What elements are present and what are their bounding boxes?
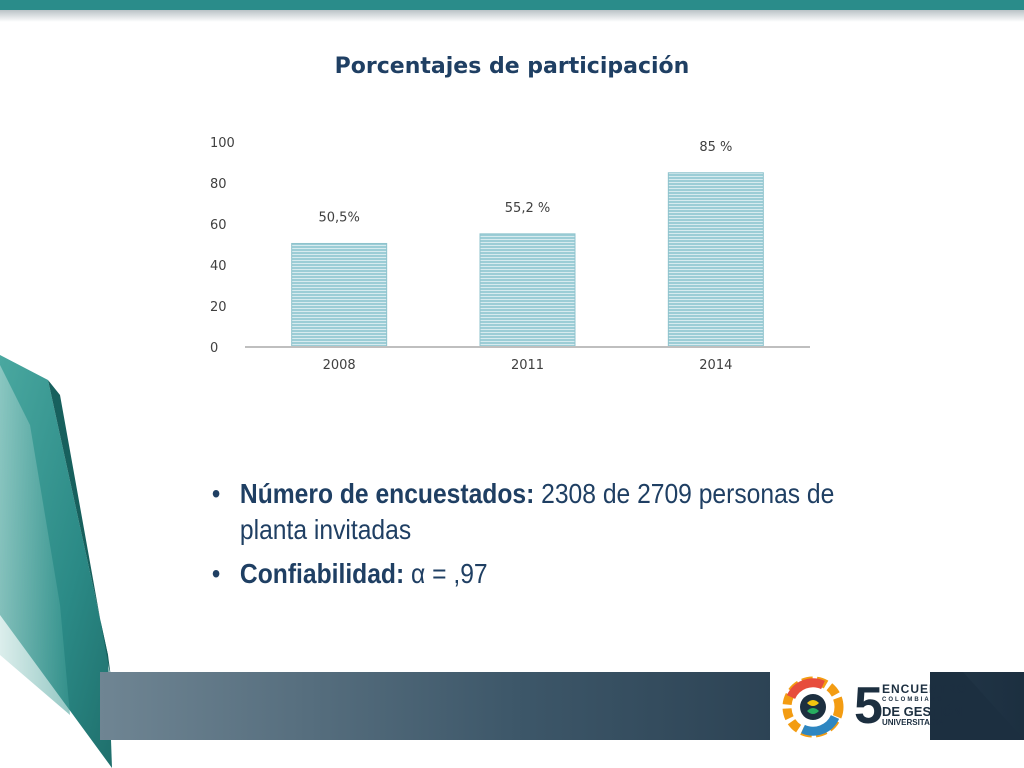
bullet-respondents: Número de encuestados: 2308 de 2709 pers… bbox=[210, 476, 844, 548]
x-tick-label-2008: 2008 bbox=[323, 358, 356, 373]
bullet-reliability-text: α = ,97 bbox=[404, 558, 488, 589]
y-tick-label: 80 bbox=[210, 177, 227, 192]
event-logo: 5 ENCUENTRO COLOMBIANO DE GESTIÓN UNIVER… bbox=[782, 676, 966, 738]
bar-2011 bbox=[479, 233, 576, 348]
top-accent-band bbox=[0, 0, 1024, 10]
logo-text: ENCUENTRO COLOMBIANO DE GESTIÓN UNIVERSI… bbox=[882, 682, 968, 728]
y-tick-label: 20 bbox=[210, 300, 227, 315]
left-decoration bbox=[0, 355, 112, 768]
y-tick-label: 60 bbox=[210, 218, 227, 233]
bullet-respondents-text: 2308 de 2709 personas de planta invitada… bbox=[239, 478, 835, 545]
bullet-reliability-label: Confiabilidad: bbox=[239, 558, 405, 589]
bar-chart: 0 20 40 60 80 100 50,5% 2008 55,2 % 2011 85 % 2014 bbox=[210, 136, 810, 373]
gear-icon bbox=[782, 676, 844, 738]
y-tick-label: 40 bbox=[210, 259, 227, 274]
x-tick-label-2014: 2014 bbox=[699, 358, 732, 373]
top-shadow bbox=[0, 10, 1024, 22]
logo-number: 5 bbox=[854, 677, 883, 735]
left-shape-highlight bbox=[0, 365, 70, 715]
data-label-2008: 50,5% bbox=[319, 210, 360, 225]
bar-2008 bbox=[291, 242, 388, 348]
data-label-2011: 55,2 % bbox=[505, 201, 550, 216]
bar-2014 bbox=[667, 172, 764, 348]
y-tick-label: 100 bbox=[210, 136, 235, 151]
data-label-2014: 85 % bbox=[699, 140, 732, 155]
y-tick-label: 0 bbox=[210, 341, 218, 356]
logo-line-3: DE GESTIÓN bbox=[882, 704, 963, 719]
bullet-list: Número de encuestados: 2308 de 2709 pers… bbox=[210, 476, 844, 600]
x-tick-label-2011: 2011 bbox=[511, 358, 544, 373]
logo-line-1: ENCUENTRO bbox=[882, 682, 968, 696]
logo-line-2: COLOMBIANO bbox=[882, 697, 944, 703]
chart-title: Porcentajes de participación bbox=[334, 54, 690, 79]
bullet-respondents-label: Número de encuestados: bbox=[239, 478, 535, 509]
bullet-reliability: Confiabilidad: α = ,97 bbox=[210, 556, 844, 592]
logo-line-4: UNIVERSITARIA bbox=[882, 718, 944, 727]
